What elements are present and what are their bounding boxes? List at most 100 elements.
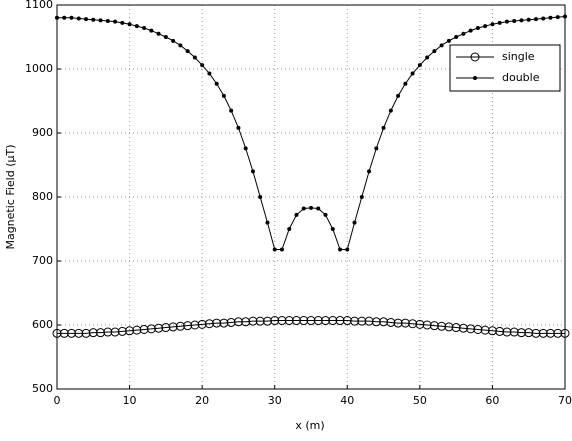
data-point [555, 15, 560, 20]
data-point [323, 212, 328, 217]
data-point [483, 24, 488, 29]
data-point [192, 55, 197, 60]
data-point [156, 31, 161, 36]
data-point [262, 316, 272, 326]
data-point [563, 14, 567, 19]
data-point [364, 316, 374, 326]
data-point [76, 16, 81, 21]
x-tick-label: 20 [195, 394, 209, 407]
data-point [284, 316, 294, 326]
x-tick-label: 50 [413, 394, 427, 407]
data-point [74, 328, 84, 338]
data-point [67, 328, 77, 338]
y-tick-label: 1100 [25, 0, 53, 11]
data-point [316, 206, 321, 211]
data-point [437, 321, 447, 331]
data-point [359, 195, 364, 199]
data-point [509, 327, 519, 337]
data-point [69, 15, 74, 20]
data-point [379, 317, 389, 327]
data-point [134, 24, 139, 29]
data-point [161, 323, 171, 333]
data-point [357, 316, 367, 326]
data-point [371, 317, 381, 327]
x-tick-label: 60 [485, 394, 499, 407]
data-point [233, 317, 243, 327]
data-point [393, 318, 403, 328]
data-point [185, 49, 190, 54]
data-point [272, 247, 277, 252]
data-point [408, 319, 418, 329]
x-tick-label: 10 [123, 394, 137, 407]
data-point [524, 328, 534, 338]
x-tick-label: 30 [268, 394, 282, 407]
data-point [175, 321, 185, 331]
data-point [429, 321, 439, 331]
data-point [301, 206, 306, 211]
data-point [113, 19, 118, 24]
data-point [197, 319, 207, 329]
data-point [545, 328, 555, 338]
series-line [57, 320, 565, 334]
data-point [103, 327, 113, 337]
legend-label: single [502, 50, 535, 63]
x-axis-label: x (m) [295, 419, 324, 432]
data-point [168, 322, 178, 332]
data-point [154, 323, 164, 333]
legend: single double [449, 44, 561, 92]
data-point [219, 318, 229, 328]
data-point [207, 71, 212, 76]
data-point [468, 28, 473, 33]
data-point [502, 327, 512, 337]
data-point [52, 328, 62, 338]
data-point [516, 328, 526, 338]
data-point [105, 19, 110, 23]
data-point [212, 318, 222, 328]
data-point [446, 38, 451, 43]
data-point [190, 320, 200, 330]
data-point [255, 316, 265, 326]
data-point [386, 317, 396, 327]
y-tick-label: 900 [32, 126, 53, 139]
data-point [473, 324, 483, 334]
data-point [139, 324, 149, 334]
data-point [367, 169, 372, 174]
data-point [417, 63, 422, 68]
data-point [287, 227, 292, 231]
data-point [163, 35, 168, 39]
data-point [214, 81, 219, 86]
data-point [125, 326, 135, 336]
data-point [338, 247, 343, 252]
data-point [425, 55, 430, 60]
data-point [59, 328, 69, 338]
data-point [98, 18, 103, 23]
data-point [221, 93, 226, 98]
data-point [432, 49, 437, 54]
data-point [422, 320, 432, 330]
data-point [200, 63, 205, 68]
data-point [243, 146, 248, 151]
data-point [120, 20, 125, 25]
data-point [241, 317, 251, 327]
data-point [553, 328, 563, 338]
data-point [279, 247, 284, 252]
data-point [396, 93, 401, 98]
data-point [91, 17, 96, 22]
y-tick-label: 500 [32, 382, 53, 395]
legend-label: double [502, 71, 540, 84]
y-tick-label: 600 [32, 318, 53, 331]
data-point [458, 323, 468, 333]
data-point [374, 146, 379, 151]
y-tick-label: 800 [32, 190, 53, 203]
data-point [335, 316, 345, 326]
data-point [328, 316, 338, 326]
legend-box [449, 44, 561, 92]
data-point [171, 38, 176, 43]
data-point [461, 31, 466, 36]
data-point [342, 316, 352, 326]
data-point [538, 328, 548, 338]
data-point [306, 316, 316, 326]
plot-frame [56, 4, 566, 390]
data-point [291, 316, 301, 326]
